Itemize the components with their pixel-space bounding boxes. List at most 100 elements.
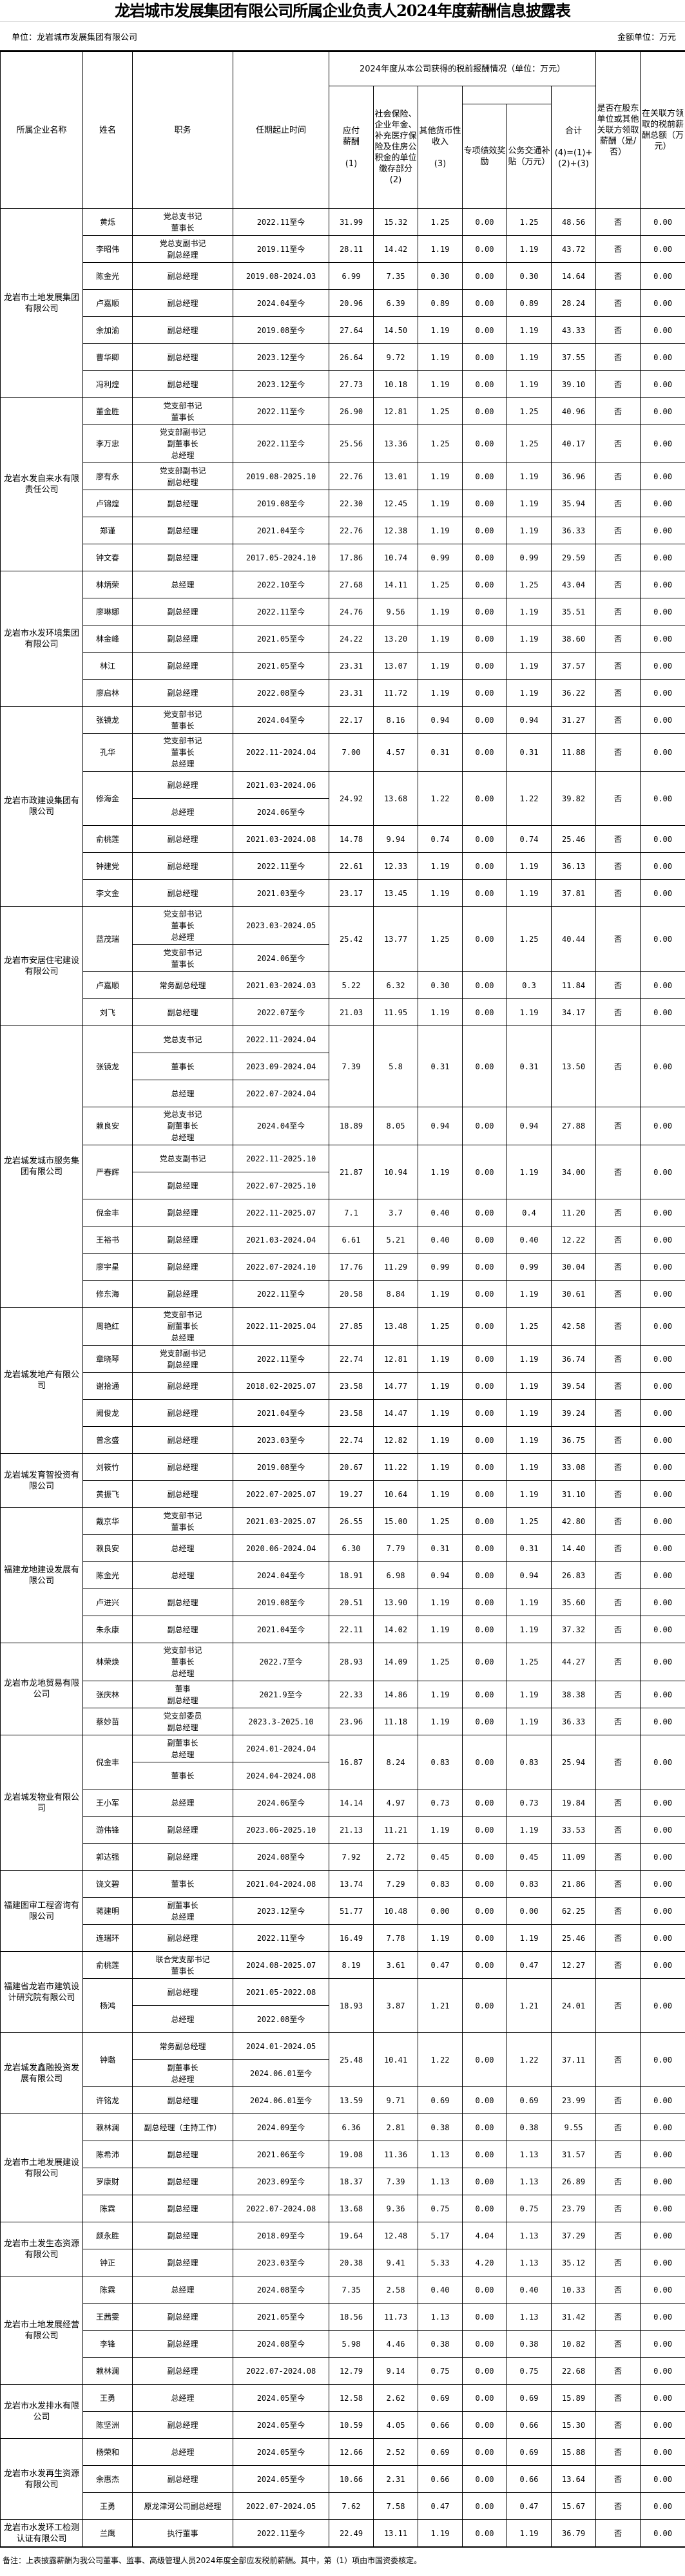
table-row: 谢拾通 副总经理 2018.02-2025.07 23.58 14.77 1.19 0.00…: [1, 1372, 685, 1400]
table-row: 赖良安 总经理 2020.06-2024.04 6.30 7.79 0.31 0.00 0.3…: [1, 1534, 685, 1562]
table-row: 龙岩市土地发展集团有限公司 黄烁 党总支书记 董事长 2022.11至今 31.99 15…: [0, 208, 685, 398]
term: 2021.03-2024.04: [233, 1226, 329, 1254]
term: 2022.11至今: [233, 1345, 329, 1373]
related-value: 否: [595, 1870, 641, 1898]
position: 党总支副书记 副总经理: [132, 235, 233, 263]
total-value: 25.46: [550, 825, 597, 853]
person-name: 许铭龙: [82, 2086, 133, 2114]
unit-row: 单位：龙岩城市发展集团有限公司 金额单位：万元: [0, 22, 685, 52]
person-name: 周艳红: [82, 1307, 133, 1346]
person-name: 俞桃莲: [82, 1951, 133, 1979]
total-value: 15.88: [550, 2438, 597, 2466]
related-amount-value: 0.00: [640, 2411, 685, 2439]
transport-value: 1.21: [507, 1978, 552, 2033]
other-value: 1.13: [418, 2141, 463, 2168]
table-row: 林江 副总经理 2021.05至今 23.31 13.07 1.19 0.00 1.19 37.…: [1, 652, 685, 680]
transport-value: 1.19: [507, 1280, 552, 1308]
position: 副总经理: [132, 771, 233, 799]
special-value: 0.00: [462, 1534, 507, 1562]
term: 2023.06-2025.10: [233, 1816, 329, 1844]
other-value: 1.19: [418, 1616, 463, 1643]
position: 副总经理: [132, 1226, 233, 1254]
table-row: 龙岩市水发环工检测认证有限公司 兰鹰 执行董事 2022.11至今 22.49 13.11…: [0, 2519, 685, 2547]
transport-value: 0.3: [507, 971, 552, 999]
social-value: 10.41: [373, 2032, 418, 2087]
special-value: 0.00: [462, 679, 507, 707]
social-value: 13.48: [373, 1307, 418, 1346]
person-name: 卢进兴: [82, 1589, 133, 1616]
other-value: 1.19: [418, 1399, 463, 1427]
pay-value: 23.96: [329, 1708, 374, 1735]
header-related: 是否在股东单位或其他关联方领取薪酬（是/否）: [595, 52, 641, 209]
pay-value: 13.68: [329, 2195, 374, 2222]
position: 党支部书记 董事长: [132, 944, 233, 972]
social-value: 6.39: [373, 289, 418, 317]
transport-value: 1.19: [507, 490, 552, 517]
social-value: 12.48: [373, 2222, 418, 2249]
pay-value: 26.64: [329, 343, 374, 371]
related-value: 否: [595, 1372, 641, 1400]
transport-value: 0.83: [507, 1735, 552, 1789]
transport-value: 0.75: [507, 2195, 552, 2222]
other-value: 0.31: [418, 733, 463, 772]
special-value: 0.00: [462, 2303, 507, 2331]
pay-value: 13.74: [329, 1870, 374, 1898]
company-name: 福建图审工程咨询有限公司: [0, 1870, 83, 1952]
social-value: 14.42: [373, 235, 418, 263]
person-name: 陈坚洲: [82, 2411, 133, 2439]
table-row: 福建图审工程咨询有限公司 饶文碧 董事长 2021.04-2024.08 13.74 7.…: [0, 1870, 685, 1952]
total-value: 11.84: [550, 971, 597, 999]
special-value: 0.00: [462, 2032, 507, 2087]
position: 总经理: [132, 1789, 233, 1817]
pay-value: 17.86: [329, 544, 374, 571]
other-value: 1.19: [418, 1345, 463, 1373]
transport-value: 1.19: [507, 1681, 552, 1708]
table-row: 党支部书记 董事长 2024.06至今: [1, 944, 685, 972]
special-value: 0.00: [462, 906, 507, 972]
salary-table: 所属企业名称 姓名 职务 任期起止时间 2024年度从本公司获得的税前报酬情况（…: [0, 52, 685, 2547]
related-amount-value: 0.00: [640, 598, 685, 625]
pay-value: 13.59: [329, 2086, 374, 2114]
other-value: 0.69: [418, 2086, 463, 2114]
related-amount-value: 0.00: [640, 2086, 685, 2114]
transport-value: 1.19: [507, 625, 552, 653]
term: 2019.11至今: [233, 235, 329, 263]
related-amount-value: 0.00: [640, 397, 685, 425]
pay-value: 20.96: [329, 289, 374, 317]
position: 副总经理: [132, 1978, 233, 2006]
table-row: 卢嘉顺 副总经理 2024.04至今 20.96 6.39 0.89 0.00 0.89 28.…: [1, 289, 685, 317]
related-amount-value: 0.00: [640, 1843, 685, 1871]
company-name: 龙岩城发物业有限公司: [0, 1735, 83, 1871]
term: 2023.03-2024.05: [233, 906, 329, 945]
related-value: 否: [595, 2357, 641, 2385]
transport-value: 1.19: [507, 463, 552, 490]
related-value: 否: [595, 571, 641, 598]
person-name: 李锋: [82, 2330, 133, 2358]
social-value: 7.39: [373, 2168, 418, 2195]
term: 2017.05-2024.10: [233, 544, 329, 571]
other-value: 1.19: [418, 1453, 463, 1481]
related-value: 否: [595, 1643, 641, 1681]
pay-value: 22.61: [329, 852, 374, 880]
position: 执行董事: [132, 2519, 233, 2547]
company-name: 福建龙地建设发展有限公司: [0, 1507, 83, 1643]
pay-value: 25.48: [329, 2032, 374, 2087]
pay-value: 7.39: [329, 1026, 374, 1107]
total-value: 35.60: [550, 1589, 597, 1616]
other-value: 1.19: [418, 1924, 463, 1952]
related-value: 否: [595, 397, 641, 425]
social-value: 8.24: [373, 1735, 418, 1789]
total-value: 35.51: [550, 598, 597, 625]
related-value: 否: [595, 1924, 641, 1952]
transport-value: 1.19: [507, 1924, 552, 1952]
special-value: 0.00: [462, 2276, 507, 2304]
position: 总经理: [132, 1534, 233, 1562]
other-value: 5.17: [418, 2222, 463, 2249]
total-value: 13.64: [550, 2465, 597, 2493]
related-amount-value: 0.00: [640, 1735, 685, 1789]
position: 副总经理: [132, 1616, 233, 1643]
other-value: 1.19: [418, 998, 463, 1026]
special-value: 0.00: [462, 235, 507, 263]
special-value: 0.00: [462, 1480, 507, 1508]
position: 党支部书记 董事长 总经理: [132, 1643, 233, 1681]
